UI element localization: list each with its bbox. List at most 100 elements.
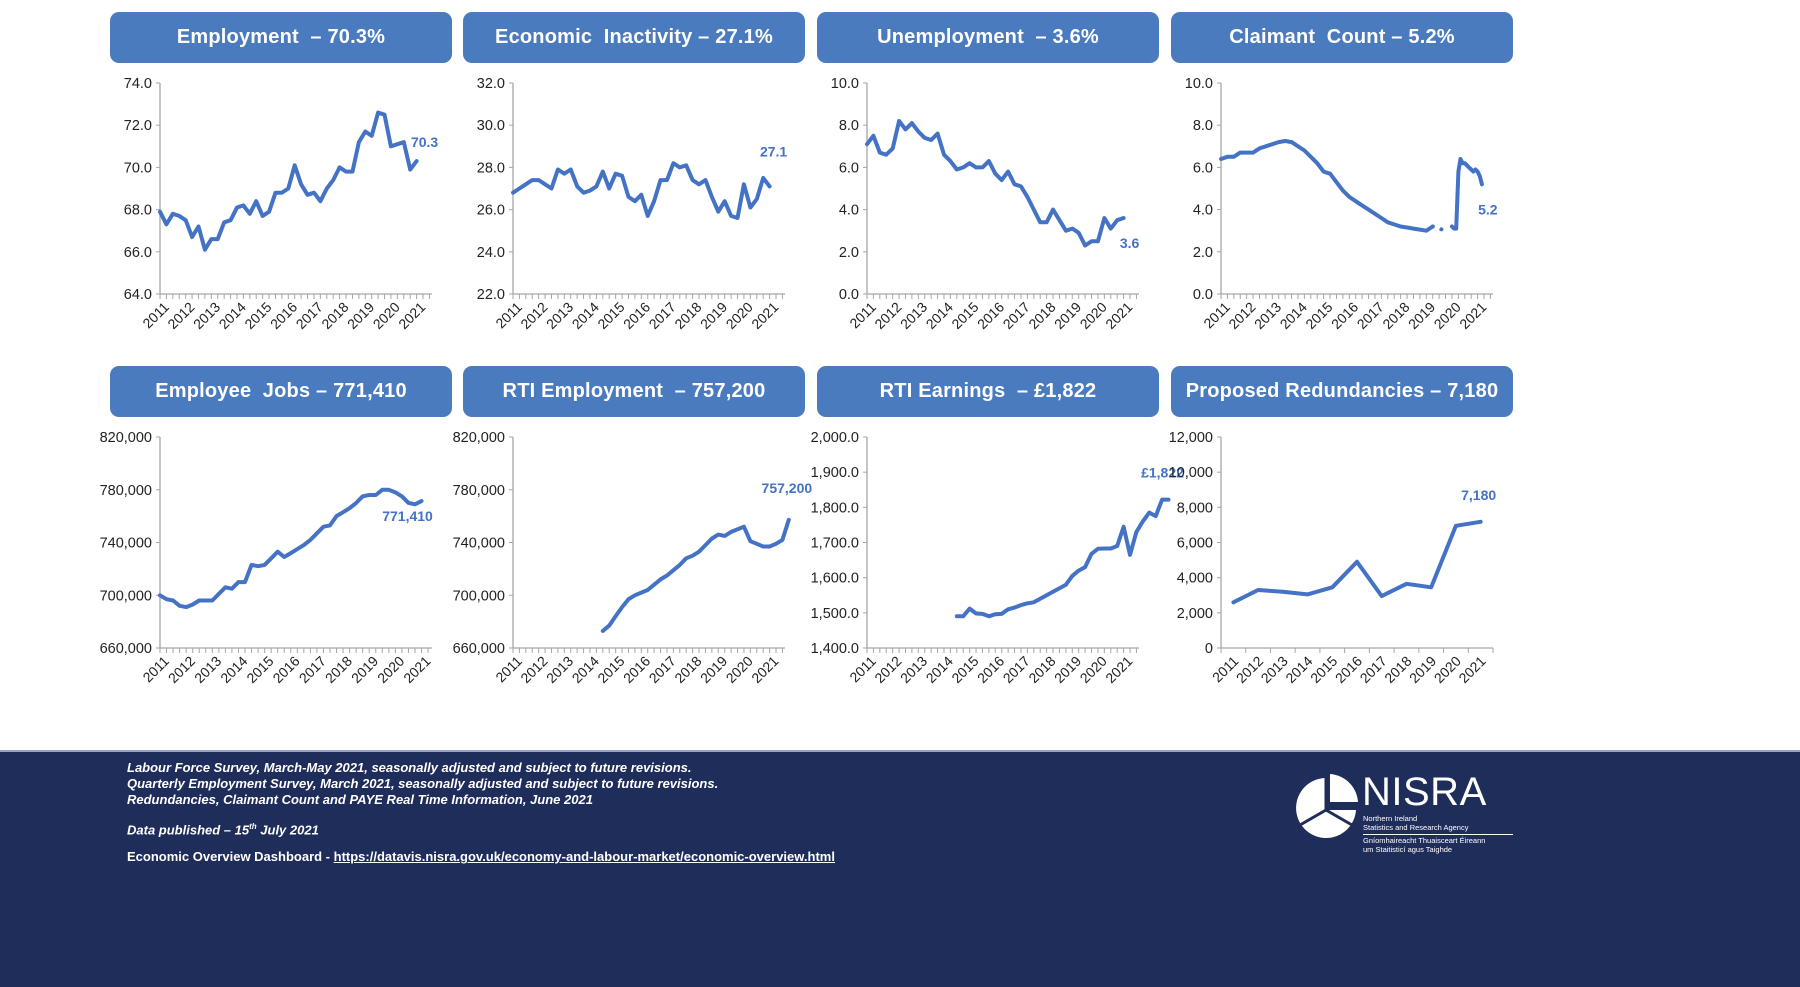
x-tick-label: 2015 [594, 299, 627, 332]
published-sup: th [249, 822, 257, 831]
x-tick-label: 2016 [974, 653, 1007, 686]
panel-title: Proposed Redundancies – 7,180 [1171, 366, 1513, 417]
y-tick-label: 8,000 [1177, 500, 1213, 516]
x-tick-label: 2021 [748, 299, 781, 332]
panel-rti-employment: RTI Employment – 757,200 660,000 700,000 7… [453, 366, 817, 720]
series-line [1449, 157, 1484, 231]
x-tick-label: 2019 [697, 299, 730, 332]
y-tick-label: 12,000 [1169, 430, 1213, 446]
x-tick-label: 2013 [543, 299, 576, 332]
x-tick-label: 2019 [1051, 653, 1084, 686]
panel-title: Employment – 70.3% [110, 12, 452, 63]
y-tick-label: 2,000.0 [811, 430, 859, 446]
end-value-label: 771,410 [382, 508, 433, 524]
series-line [865, 119, 1126, 248]
y-tick-label: 780,000 [100, 483, 152, 499]
x-tick-label: 2012 [1225, 299, 1258, 332]
x-tick-label: 2014 [923, 299, 956, 332]
y-tick-label: 700,000 [100, 588, 152, 604]
y-tick-label: 1,500.0 [811, 606, 859, 622]
y-tick-label: 780,000 [453, 483, 505, 499]
x-tick-label: 2012 [871, 653, 904, 686]
x-tick-label: 2018 [1025, 653, 1058, 686]
published-prefix: Data published – 15 [127, 822, 250, 838]
y-tick-label: 10,000 [1169, 465, 1213, 481]
x-tick-label: 2014 [217, 653, 250, 686]
y-tick-label: 8.0 [839, 118, 859, 134]
series-line [158, 487, 424, 610]
x-tick-label: 2014 [569, 653, 602, 686]
x-tick-label: 2017 [1000, 653, 1033, 686]
x-tick-label: 2014 [216, 299, 249, 332]
y-tick-label: 740,000 [453, 536, 505, 552]
y-tick-label: 700,000 [453, 588, 505, 604]
y-tick-label: 0.0 [839, 287, 859, 303]
series-line [1219, 139, 1435, 233]
x-tick-label: 2018 [318, 299, 351, 332]
x-tick-label: 2017 [296, 653, 329, 686]
x-tick-label: 2013 [897, 653, 930, 686]
x-tick-label: 2021 [1455, 653, 1488, 686]
x-tick-label: 2012 [165, 653, 198, 686]
x-tick-label: 2013 [897, 299, 930, 332]
panel-economic-inactivity: Economic Inactivity – 27.1% 22.0 24.0 26.0… [463, 12, 817, 366]
y-tick-label: 68.0 [124, 203, 152, 219]
x-tick-label: 2015 [1302, 299, 1335, 332]
unemployment-chart: 0.02.04.06.08.010.0201120122013201420152… [831, 76, 1140, 332]
x-tick-label: 2015 [243, 653, 276, 686]
x-tick-label: 2021 [1102, 653, 1135, 686]
panel-claimant-count: Claimant Count – 5.2% 0.0 2.0 4.0 6.0 8.0 10.… [1171, 12, 1525, 366]
y-tick-label: 72.0 [124, 118, 152, 134]
panel-rti-earnings: RTI Earnings – £1,822 1,400.0 1,500.0 1,60… [811, 366, 1185, 720]
x-tick-label: 2018 [671, 653, 704, 686]
dashboard-line: Economic Overview Dashboard - https://da… [127, 849, 835, 864]
y-tick-label: 2.0 [1193, 245, 1213, 261]
x-tick-label: 2015 [594, 653, 627, 686]
x-tick-label: 2013 [1258, 653, 1291, 686]
end-value-label: 3.6 [1120, 235, 1140, 251]
x-tick-label: 2019 [1406, 653, 1439, 686]
x-tick-label: 2021 [400, 653, 433, 686]
x-tick-label: 2012 [517, 653, 550, 686]
y-tick-label: 4.0 [1193, 203, 1213, 219]
x-tick-label: 2017 [1354, 299, 1387, 332]
x-tick-label: 2011 [492, 299, 525, 332]
rti-earnings-chart: 1,400.0 1,500.0 1,600.0 1,700.0 1,800.0 2,000… [811, 430, 1185, 686]
x-tick-label: 2012 [1233, 653, 1266, 686]
x-tick-label: 2014 [569, 299, 602, 332]
series-line [954, 497, 1171, 619]
dashboard-label: Economic Overview Dashboard - [127, 849, 334, 865]
x-tick-label: 2018 [1025, 299, 1058, 332]
y-tick-label: 10.0 [1185, 76, 1213, 92]
x-tick-label: 2011 [492, 653, 525, 686]
panel-title: RTI Earnings – £1,822 [817, 366, 1159, 417]
x-tick-label: 2020 [723, 299, 756, 332]
logo-line: um Staitisticí agus Taighde [1363, 844, 1453, 854]
y-tick-label: 6.0 [839, 160, 859, 176]
y-tick-label: 26.0 [477, 203, 505, 219]
y-tick-label: 740,000 [100, 536, 152, 552]
x-tick-label: 2019 [348, 653, 381, 686]
series-line [158, 110, 419, 252]
y-tick-label: 70.0 [124, 160, 152, 176]
x-tick-label: 2020 [374, 653, 407, 686]
nisra-logo-mark-icon [1296, 774, 1358, 838]
end-value-label: 7,180 [1461, 487, 1496, 503]
y-tick-label: 820,000 [100, 430, 152, 446]
nisra-logo[interactable]: NISRA Northern Ireland Statistics and Re… [1290, 770, 1513, 860]
y-tick-label: 66.0 [124, 245, 152, 261]
employee-jobs-chart: 660,000700,000740,000780,000820,00020112… [100, 430, 434, 686]
x-tick-label: 2018 [322, 653, 355, 686]
x-tick-label: 2015 [948, 653, 981, 686]
x-tick-label: 2016 [269, 653, 302, 686]
logo-line: Northern Ireland [1363, 814, 1418, 823]
dashboard-link[interactable]: https://datavis.nisra.gov.uk/economy-and… [333, 849, 835, 865]
y-tick-label: 1,800.0 [811, 500, 859, 516]
series-line [600, 517, 791, 633]
x-tick-label: 2020 [370, 299, 403, 332]
proposed-redundancies-chart: 02,0004,0006,0008,00010,00012,0002011201… [1169, 430, 1497, 686]
x-tick-label: 2014 [923, 653, 956, 686]
economic-inactivity-chart: 22.0 24.0 26.0 28.0 30.0 32.0 2011201220132014… [477, 76, 788, 332]
x-tick-label: 2016 [1328, 299, 1361, 332]
x-tick-label: 2017 [1357, 653, 1390, 686]
